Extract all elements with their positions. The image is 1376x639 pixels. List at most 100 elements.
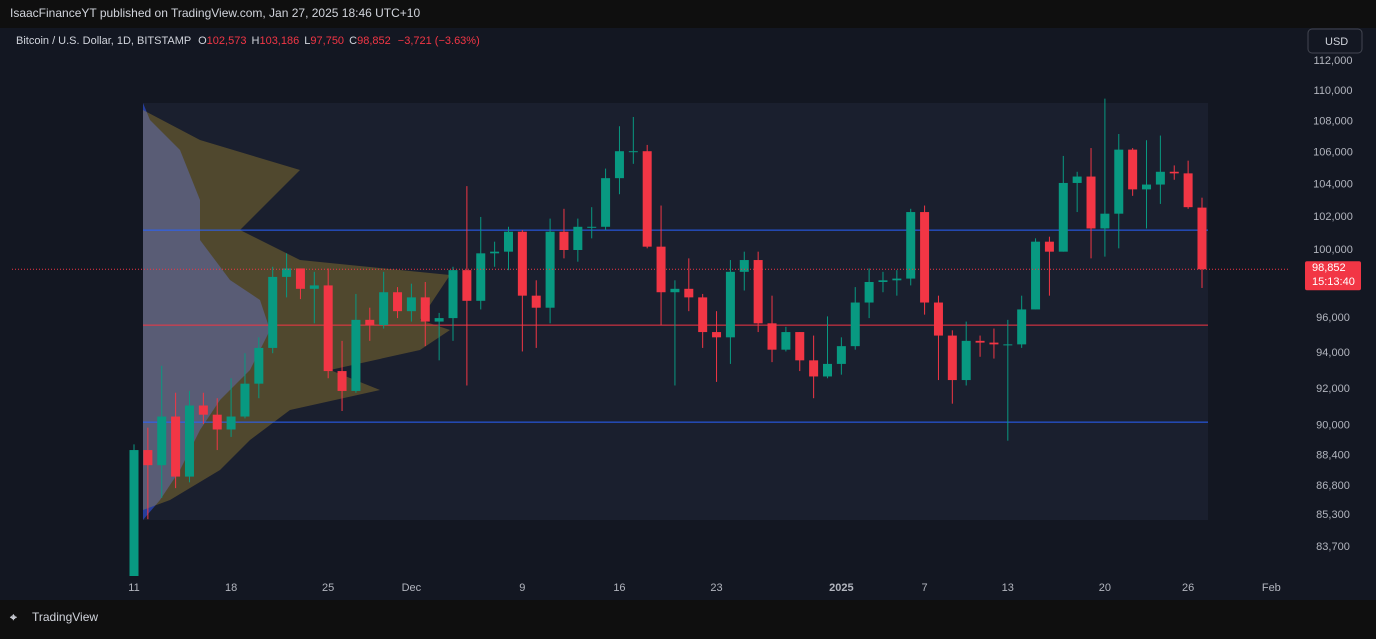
legend-high: 103,186 <box>259 35 299 47</box>
candle-body <box>282 268 292 277</box>
candle-body <box>1072 176 1082 183</box>
candle-body <box>573 226 583 250</box>
y-tick-label: 90,000 <box>1316 420 1350 432</box>
candle-body <box>1031 241 1041 310</box>
candle-body <box>614 151 624 179</box>
candle-body <box>309 285 319 289</box>
candle-body <box>143 450 153 466</box>
candle-body <box>434 318 444 322</box>
candle-body <box>1197 207 1207 270</box>
legend-c: C <box>349 35 357 47</box>
y-tick-label: 110,000 <box>1314 85 1353 97</box>
x-tick-label: 26 <box>1182 582 1194 594</box>
volume-profile-value-area <box>143 110 450 510</box>
logo: ⌖ <box>9 610 17 624</box>
candle-body <box>739 260 749 272</box>
x-tick-label: 18 <box>225 582 237 594</box>
legend-change: −3,721 (−3.63%) <box>398 35 480 47</box>
candle-body <box>254 347 264 384</box>
candle-body <box>1155 171 1165 185</box>
candle-body <box>517 231 527 296</box>
x-tick-label: 9 <box>519 582 525 594</box>
candle-body <box>198 405 208 415</box>
x-tick-label: 16 <box>613 582 625 594</box>
candle-body <box>1003 344 1013 346</box>
candle-body <box>240 383 250 417</box>
brand: TradingView <box>32 610 98 624</box>
candle-body <box>406 297 416 312</box>
candle-body <box>712 332 722 338</box>
y-tick-label: 106,000 <box>1313 147 1353 159</box>
candle-body <box>906 212 916 279</box>
candle-body <box>1044 241 1054 252</box>
candle-body <box>656 246 666 293</box>
candle-body <box>1017 309 1027 345</box>
y-tick-label: 104,000 <box>1313 178 1353 190</box>
x-tick-label: Feb <box>1262 582 1281 594</box>
candle-body <box>337 371 347 391</box>
x-tick-label: Dec <box>402 582 422 594</box>
legend-l: L <box>304 35 310 47</box>
legend-symbol: Bitcoin / U.S. Dollar, 1D, BITSTAMP <box>16 35 191 47</box>
x-tick-label: 23 <box>710 582 722 594</box>
legend-o: O <box>198 35 207 47</box>
candle-body <box>753 260 763 324</box>
candle-body <box>184 405 194 477</box>
candle-body <box>961 340 971 381</box>
price-tag-label: 98,852 <box>1312 262 1346 274</box>
candle-body <box>129 450 139 576</box>
x-tick-label: 25 <box>322 582 334 594</box>
y-tick-label: 112,000 <box>1314 55 1353 67</box>
candle-body <box>393 292 403 312</box>
candle-body <box>1169 171 1179 174</box>
y-tick-label: 96,000 <box>1316 312 1350 324</box>
candle-body <box>767 323 777 350</box>
price-tag <box>1305 261 1361 291</box>
candle-body <box>601 178 611 227</box>
y-tick-label: 108,000 <box>1313 115 1353 127</box>
candle-body <box>420 297 430 322</box>
x-tick-label: 11 <box>128 582 139 594</box>
candle-body <box>628 151 638 153</box>
y-tick-label: 102,000 <box>1313 211 1353 223</box>
candle-body <box>490 251 500 254</box>
y-tick-label: 92,000 <box>1316 383 1350 395</box>
y-tick-label: 88,400 <box>1316 450 1350 462</box>
candle-body <box>823 363 832 377</box>
currency-button[interactable] <box>1307 28 1363 54</box>
candle-body <box>1058 182 1068 252</box>
candle-body <box>892 278 902 281</box>
candle-body <box>171 416 181 477</box>
candle-body <box>365 319 375 326</box>
candle-body <box>268 276 278 348</box>
candle-body <box>684 288 694 298</box>
y-tick-label: 85,300 <box>1316 509 1350 521</box>
candle-body <box>1142 184 1152 190</box>
candle-body <box>157 416 167 466</box>
candle-body <box>989 342 999 345</box>
plot <box>12 98 1290 576</box>
candle-body <box>933 302 943 336</box>
candle-body <box>1128 149 1138 190</box>
candle-body <box>295 268 305 289</box>
candle-body <box>503 231 513 252</box>
candle-body <box>226 416 236 430</box>
candle-body <box>795 332 805 361</box>
candle-body <box>920 212 930 303</box>
candle-body <box>781 332 791 350</box>
footer <box>0 600 1376 634</box>
x-tick-label: 7 <box>922 582 928 594</box>
candle-body <box>725 271 735 338</box>
candle-body <box>379 292 389 326</box>
legend-h: H <box>252 35 260 47</box>
y-tick-label: 100,000 <box>1313 244 1353 256</box>
candle-body <box>1114 149 1124 214</box>
price-tag-countdown: 15:13:40 <box>1312 276 1355 288</box>
currency[interactable]: USD <box>1325 36 1348 48</box>
candle-body <box>947 335 957 381</box>
candle-body <box>1086 176 1096 229</box>
candle-body <box>559 231 569 250</box>
candle-body <box>462 270 472 301</box>
